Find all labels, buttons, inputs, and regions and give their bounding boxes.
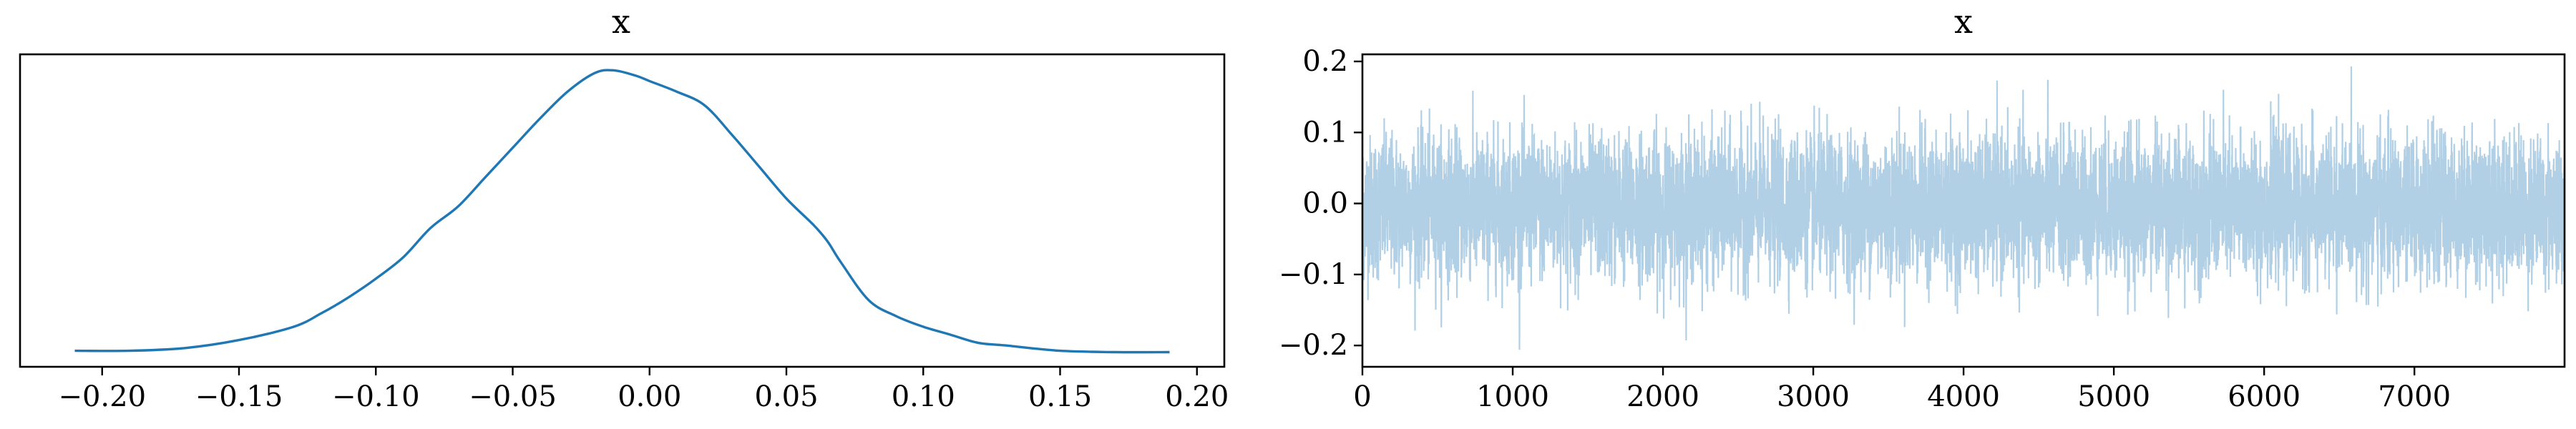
density-x-tick-label: 0.10	[892, 380, 955, 413]
trace-y-tick-label: 0.2	[1302, 45, 1348, 78]
trace-x-ticks: 0 1000 2000 3000 4000 5000 6000 7000	[1353, 367, 2451, 413]
trace-plot-panel: x 0 1000 2000 3000 4000 5000 6000 7000 −0.2 −0.1…	[1279, 2, 2566, 413]
density-x-tick-label: 0.00	[618, 380, 681, 413]
trace-x-tick-label: 6000	[2228, 380, 2301, 413]
trace-x-tick-label: 0	[1353, 380, 1371, 413]
trace-y-tick-label: −0.2	[1279, 329, 1348, 362]
trace-y-ticks: −0.2 −0.1 0.0 0.1 0.2	[1279, 45, 1362, 362]
density-x-tick-label: 0.15	[1028, 380, 1092, 413]
trace-line	[1362, 66, 2565, 350]
density-x-tick-label: −0.05	[469, 380, 557, 413]
trace-plot-marks	[1362, 66, 2565, 350]
density-x-tick-label: −0.15	[195, 380, 283, 413]
trace-plot-axes	[1361, 53, 2566, 368]
density-plot-axes	[19, 53, 1226, 368]
density-x-tick-label: 0.20	[1165, 380, 1229, 413]
trace-x-tick-label: 7000	[2378, 380, 2451, 413]
trace-x-tick-label: 3000	[1777, 380, 1850, 413]
trace-y-tick-label: −0.1	[1279, 258, 1348, 291]
trace-y-tick-label: 0.1	[1302, 116, 1348, 149]
density-plot-panel: x −0.20 −0.15 −0.10 −0.05 0.00 0.05 0.10 0.15 0.…	[19, 2, 1229, 413]
trace-plot-title: x	[1954, 2, 1973, 41]
density-plot-marks	[74, 69, 1170, 354]
trace-x-tick-label: 1000	[1476, 380, 1549, 413]
density-x-tick-label: −0.10	[332, 380, 420, 413]
density-x-tick-label: 0.05	[754, 380, 818, 413]
trace-y-tick-label: 0.0	[1302, 187, 1348, 220]
trace-x-tick-label: 2000	[1626, 380, 1699, 413]
density-x-tick-label: −0.20	[58, 380, 146, 413]
trace-x-tick-label: 5000	[2077, 380, 2150, 413]
density-curve	[74, 69, 1170, 354]
density-x-ticks: −0.20 −0.15 −0.10 −0.05 0.00 0.05 0.10 0.15 0.20	[58, 367, 1229, 413]
density-plot-title: x	[612, 2, 630, 41]
trace-x-tick-label: 4000	[1927, 380, 2000, 413]
